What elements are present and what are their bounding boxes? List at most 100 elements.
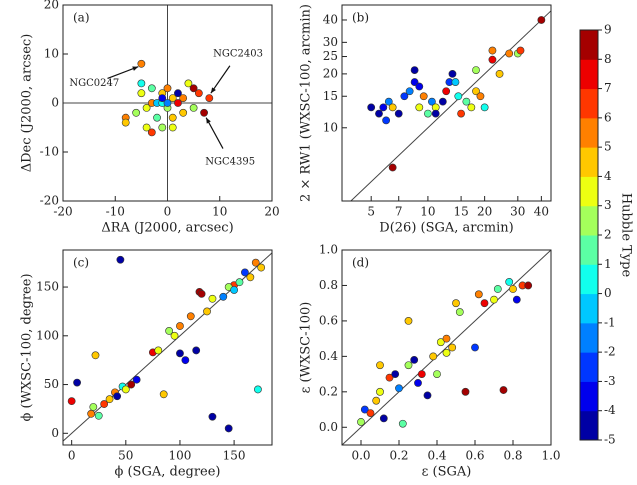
point: [147, 84, 156, 93]
point: [467, 103, 476, 112]
point: [448, 69, 457, 78]
colorbar-segment: [580, 117, 598, 148]
point: [205, 94, 214, 102]
point: [410, 78, 419, 86]
y-tick-label: 0.8: [319, 278, 338, 292]
point: [168, 123, 177, 132]
x-axis-label: ΔRA (J2000, arcsec): [101, 221, 233, 236]
point: [417, 370, 426, 378]
point: [163, 99, 172, 107]
point: [367, 103, 376, 112]
point: [424, 109, 432, 118]
colorbar-tick-label: -1: [604, 315, 616, 329]
point: [384, 97, 393, 106]
y-axis-label: ϕ (WXSC-100, degree): [20, 273, 35, 421]
point: [410, 66, 419, 74]
y-axis-label: ΔDec (J2000, arcsec): [20, 34, 35, 173]
point: [158, 94, 167, 102]
y-tick-label: 0: [51, 426, 59, 440]
point: [423, 391, 432, 400]
colorbar-segment: [580, 30, 598, 60]
point: [153, 113, 161, 122]
point: [241, 268, 249, 277]
x-tick-label: 1.0: [541, 449, 560, 463]
y-tick-label: -20: [40, 194, 59, 208]
point: [376, 361, 384, 370]
x-tick-label: 0.4: [427, 449, 446, 463]
y-tick-label: 15: [323, 89, 338, 103]
y-axis-label: 2 × RW1 (WXSC-100, arcmin): [299, 4, 314, 202]
y-tick-label: 150: [36, 280, 59, 294]
annotation-arrow: [205, 117, 224, 149]
x-tick-label: 40: [534, 205, 549, 219]
panel-label: (c): [73, 256, 89, 270]
x-tick-label: 0.0: [351, 449, 370, 463]
point: [251, 258, 260, 267]
point: [404, 361, 413, 370]
colorbar-segment: [580, 88, 598, 119]
colorbar-tick-label: 5: [604, 140, 612, 154]
point: [490, 295, 498, 304]
y-tick-label: 50: [44, 377, 59, 391]
point: [357, 418, 365, 426]
arrow-head: [206, 117, 211, 124]
point: [382, 116, 391, 125]
point: [438, 97, 447, 106]
point: [87, 409, 96, 418]
point: [472, 66, 480, 74]
point: [480, 299, 489, 308]
colorbar-segment: [580, 147, 598, 177]
point: [91, 351, 100, 360]
point: [67, 397, 76, 406]
point: [429, 352, 438, 361]
point: [137, 89, 146, 98]
one-to-one-line: [341, 249, 552, 446]
point: [488, 46, 497, 55]
colorbar-segment: [580, 264, 598, 295]
point: [537, 16, 546, 24]
point: [235, 278, 244, 287]
annotation: NGC0247: [69, 78, 119, 89]
colorbar-tick-label: 1: [604, 257, 612, 271]
point: [154, 346, 163, 355]
point: [436, 338, 445, 347]
panel-label: (a): [73, 11, 90, 25]
x-tick-label: 10: [212, 205, 227, 219]
y-tick-label: 10: [323, 120, 338, 134]
point: [94, 411, 103, 420]
point: [398, 419, 407, 428]
panel-label: (b): [352, 11, 369, 25]
point: [194, 89, 203, 98]
colorbar-segment: [580, 352, 598, 382]
point: [224, 424, 233, 433]
point: [105, 395, 114, 404]
x-axis-label: D(26) (SGA, arcmin): [379, 221, 513, 236]
point: [376, 387, 384, 396]
point: [455, 308, 464, 316]
point: [168, 113, 177, 122]
colorbar-tick-label: 6: [604, 110, 612, 124]
point: [176, 349, 184, 358]
point: [121, 118, 130, 127]
point: [163, 84, 172, 93]
point: [174, 89, 182, 98]
colorbar-segment: [580, 381, 598, 412]
point: [395, 384, 403, 393]
point: [404, 317, 413, 325]
point: [405, 87, 414, 96]
point: [181, 356, 190, 365]
colorbar-tick-label: -2: [604, 345, 616, 359]
point: [442, 348, 451, 357]
annotation: NGC2403: [213, 49, 263, 60]
point: [451, 78, 460, 86]
point: [476, 92, 485, 101]
colorbar-tick-label: 9: [604, 23, 612, 37]
x-tick-label: 0.8: [503, 449, 522, 463]
point: [132, 108, 141, 117]
arrow-head: [210, 87, 216, 94]
x-tick-label: 150: [223, 449, 246, 463]
point: [168, 94, 177, 102]
point: [524, 281, 533, 290]
point: [462, 97, 471, 106]
